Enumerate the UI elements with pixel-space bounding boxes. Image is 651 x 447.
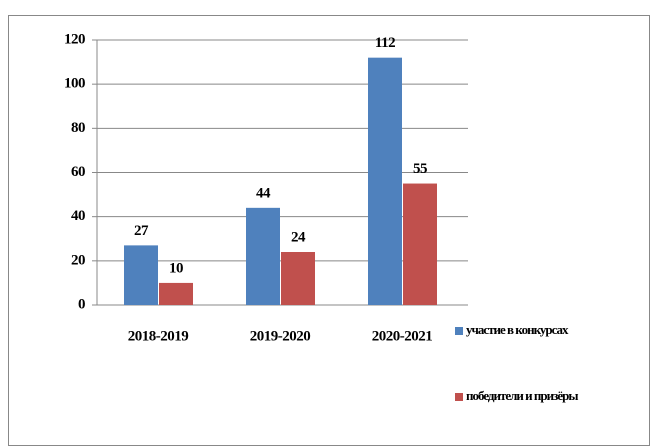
x-tick-label: 2020-2021 — [372, 328, 433, 344]
legend-swatch — [455, 393, 463, 401]
data-label: 55 — [413, 161, 427, 177]
data-label: 27 — [134, 223, 149, 239]
data-label: 10 — [169, 260, 183, 276]
data-label: 112 — [375, 35, 395, 51]
y-tick-label: 100 — [64, 76, 85, 92]
x-tick-label: 2019-2020 — [250, 328, 311, 344]
y-tick-label: 20 — [71, 252, 85, 268]
data-label: 44 — [256, 185, 271, 201]
y-tick-label: 0 — [78, 296, 85, 312]
bar — [403, 183, 437, 305]
y-tick-label: 120 — [64, 31, 85, 47]
bar — [368, 57, 402, 305]
bar — [281, 252, 315, 305]
bar — [159, 282, 193, 305]
data-label: 24 — [291, 229, 306, 245]
y-tick-label: 80 — [71, 120, 85, 136]
bar — [124, 245, 158, 305]
legend-label: победители и призёры — [466, 388, 578, 403]
y-tick-label: 40 — [71, 208, 85, 224]
bar — [246, 207, 280, 305]
legend-swatch — [455, 327, 463, 335]
x-tick-label: 2018-2019 — [128, 328, 189, 344]
legend-label: участие в конкурсах — [466, 322, 569, 337]
chart-border — [8, 15, 650, 446]
y-tick-label: 60 — [71, 164, 85, 180]
